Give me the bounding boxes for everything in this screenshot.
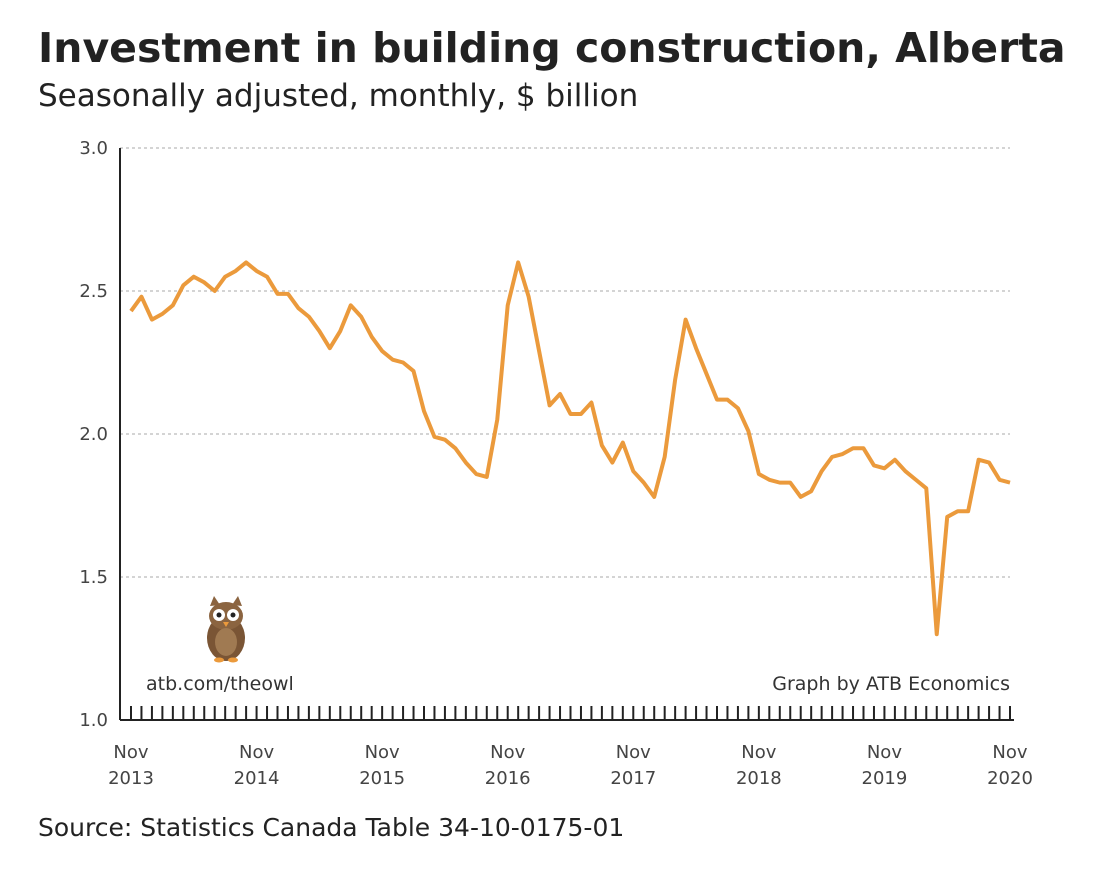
x-tick-label: Nov 2015: [359, 742, 405, 789]
annotation: Graph by ATB Economics: [772, 673, 1010, 695]
source: Source: Statistics Canada Table 34-10-01…: [38, 813, 624, 842]
chart-title: Investment in building construction, Alb…: [38, 24, 1066, 72]
x-tick-label: Nov 2018: [736, 742, 782, 789]
y-tick-label: 1.5: [79, 567, 108, 588]
x-tick-label: Nov 2019: [862, 742, 908, 789]
x-tick-label: Nov 2017: [610, 742, 656, 789]
y-tick-label: 2.0: [79, 424, 108, 445]
owl-icon: [207, 596, 245, 663]
line-series: [129, 260, 1011, 637]
y-tick-label: 1.0: [79, 710, 108, 731]
y-tick-label: 2.5: [79, 281, 108, 302]
x-tick-label: Nov 2013: [108, 742, 154, 789]
x-tick-label: Nov 2016: [485, 742, 531, 789]
chart-subtitle: Seasonally adjusted, monthly, $ billion: [38, 78, 638, 114]
annotation: atb.com/theowl: [146, 673, 294, 695]
y-tick-label: 3.0: [79, 138, 108, 159]
x-tick-label: Nov 2020: [987, 742, 1033, 789]
x-tick-label: Nov 2014: [234, 742, 280, 789]
